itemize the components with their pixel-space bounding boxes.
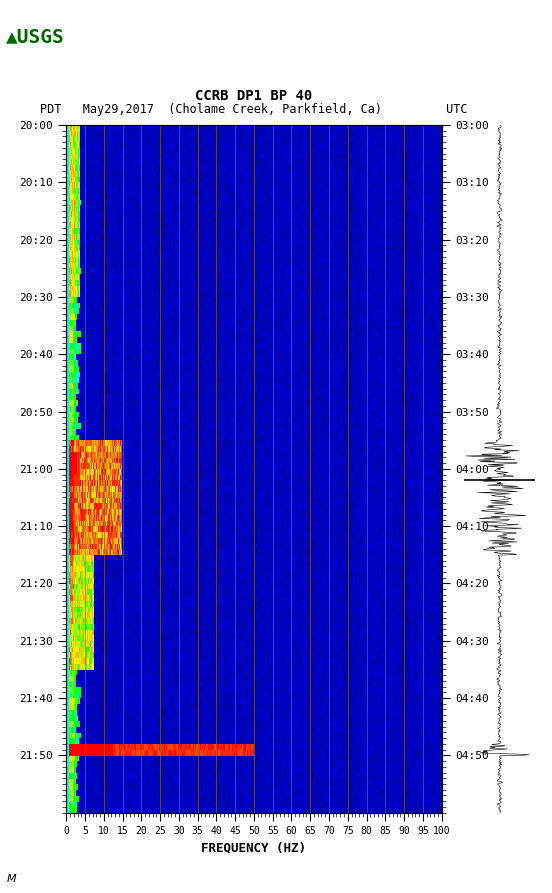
Text: $\mathsf{\mathit{M}}$: $\mathsf{\mathit{M}}$	[6, 872, 17, 884]
Text: ▲USGS: ▲USGS	[6, 27, 64, 46]
X-axis label: FREQUENCY (HZ): FREQUENCY (HZ)	[201, 841, 306, 855]
Text: CCRB DP1 BP 40: CCRB DP1 BP 40	[195, 88, 312, 103]
Text: PDT   May29,2017  (Cholame Creek, Parkfield, Ca)         UTC: PDT May29,2017 (Cholame Creek, Parkfield…	[40, 103, 468, 116]
